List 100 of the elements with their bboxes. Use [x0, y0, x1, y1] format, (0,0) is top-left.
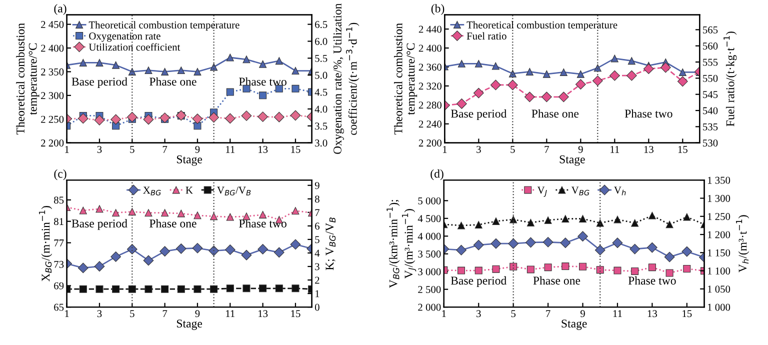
- x-tick-label: 5: [130, 310, 134, 318]
- y2-tick-label: 560: [703, 42, 718, 50]
- y2-axis-title: V$_{h}$/(m³·t$^{−1}$): [736, 215, 750, 272]
- legend-label: V$_{BG}$: [571, 186, 590, 196]
- annotation: Phase one: [150, 219, 196, 228]
- y2-tick-label: 535: [703, 123, 718, 130]
- x-axis-title: Stage: [176, 320, 202, 330]
- x-tick-label: 11: [613, 310, 622, 318]
- y2-tick-label: 1 350: [708, 176, 730, 184]
- annotation: Base period: [450, 109, 507, 120]
- y2-tick-label: 1 150: [708, 249, 730, 256]
- x-tick-label: 11: [610, 146, 620, 153]
- y-tick-label: 65: [54, 304, 64, 311]
- x-tick-label: 13: [258, 146, 268, 153]
- y2-tick-label: 1 100: [708, 267, 730, 274]
- y2-tick-label: 550: [703, 74, 718, 82]
- x-tick-label: 7: [544, 146, 549, 153]
- x-tick-label: 1: [442, 310, 446, 318]
- x-tick-label: 7: [162, 310, 168, 318]
- text: V$_{BG}$/(km³·min$^{−1}$); V$_{J}$/(m³·min$^{−1}$): [386, 200, 416, 288]
- y2-tick-label: 1 000: [708, 304, 730, 311]
- y-tick-label: 4 500: [418, 215, 441, 222]
- y-tick-label: 2 280: [418, 102, 442, 109]
- y-axis-title: X$_{BG}$/(m·min$^{−1}$): [39, 206, 52, 282]
- legend-label: X$_{BG}$: [143, 186, 161, 196]
- x-axis-title: Stage: [562, 320, 587, 330]
- annotation: Phase one: [533, 276, 580, 285]
- y-tick-label: 2 240: [418, 120, 442, 128]
- legend-label: K: [186, 186, 193, 194]
- y2-tick-label: 1 300: [708, 194, 730, 202]
- annotation: Base period: [72, 77, 128, 88]
- legend-label: Theoretical combustion temperature: [466, 21, 618, 31]
- y2-tick-label: 9: [314, 182, 320, 190]
- legend-label: Theoretical combustion temperature: [88, 21, 240, 31]
- y-tick-label: 2 350: [41, 68, 64, 76]
- x-tick-label: 9: [580, 310, 585, 318]
- y2-axis-title: K; V$_{BG}$/V$_{B}$: [326, 218, 336, 270]
- y-tick-label: 3 000: [418, 268, 441, 276]
- y2-tick-label: 1 250: [708, 213, 730, 220]
- legend-label: Oxygenation rate: [89, 32, 160, 42]
- y-tick-label: 2 360: [418, 64, 442, 71]
- y-tick-label: 2 400: [41, 44, 64, 52]
- x-tick-label: 1: [65, 310, 69, 318]
- y-tick-label: 2 320: [418, 82, 442, 90]
- y2-tick-label: 4.5: [314, 88, 328, 96]
- annotation: Phase two: [628, 276, 676, 285]
- y2-tick-label: 3.0: [315, 140, 328, 147]
- chart-title: (d): [430, 169, 444, 180]
- y-tick-label: 81: [54, 218, 64, 226]
- y2-tick-label: 540: [703, 107, 718, 114]
- x-tick-label: 7: [546, 310, 550, 318]
- legend-label: V$_{BG}$/V$_{B}$: [217, 186, 251, 196]
- y2-tick-label: 565: [703, 26, 718, 34]
- y-tick-label: 4 000: [418, 232, 441, 240]
- y-tick-label: 2 300: [41, 92, 64, 100]
- y2-tick-label: 5.5: [315, 54, 328, 62]
- x-tick-label: 3: [476, 146, 481, 153]
- annotation: Phase one: [150, 77, 196, 86]
- y2-tick-label: 0: [314, 304, 320, 311]
- y-tick-label: 2 250: [41, 116, 64, 123]
- y-tick-label: 2 000: [418, 304, 441, 311]
- y2-tick-label: 1 050: [708, 286, 730, 293]
- y2-tick-label: 555: [703, 58, 718, 66]
- y-tick-label: 3 500: [418, 250, 441, 258]
- y-tick-label: 2 200: [418, 140, 442, 147]
- y-tick-label: 2 400: [418, 44, 442, 52]
- y-tick-label: 5 000: [418, 197, 441, 204]
- y2-tick-label: 5: [315, 236, 320, 244]
- legend-label: V$_{h}$: [614, 186, 626, 196]
- x-tick-label: 3: [476, 310, 481, 318]
- y-tick-label: 73: [54, 260, 64, 268]
- x-tick-label: 9: [195, 310, 200, 318]
- x-tick-label: 3: [97, 146, 102, 153]
- x-tick-label: 5: [511, 310, 516, 318]
- y-tick-label: 2 200: [41, 140, 64, 147]
- x-tick-label: 1: [442, 146, 447, 153]
- x-tick-label: 13: [644, 146, 654, 153]
- x-tick-label: 5: [510, 146, 515, 153]
- x-tick-label: 3: [97, 310, 102, 318]
- legend-label: Utilization coefficient: [88, 43, 180, 51]
- y-axis-title: Theoretical combustion temperature/°C: [16, 23, 40, 135]
- y2-tick-label: 6: [315, 222, 320, 230]
- y2-tick-label: 530: [703, 140, 718, 147]
- x-tick-label: 1: [65, 146, 69, 153]
- x-tick-label: 13: [648, 310, 657, 318]
- y-tick-label: 69: [54, 282, 64, 290]
- y2-tick-label: 3.5: [315, 122, 328, 130]
- annotation: Phase two: [239, 77, 286, 86]
- y2-tick-label: 3: [315, 263, 320, 270]
- y2-tick-label: 545: [703, 91, 718, 98]
- y2-tick-label: 2: [315, 276, 320, 284]
- y-tick-label: 85: [54, 196, 64, 204]
- y2-tick-label: 1 200: [708, 231, 730, 238]
- annotation: Phase two: [624, 109, 672, 118]
- y-tick-label: 2 500: [418, 286, 441, 294]
- chart-title: (a): [54, 4, 66, 15]
- chart-title: (b): [431, 4, 444, 15]
- y2-tick-label: 4: [314, 250, 320, 257]
- x-tick-label: 9: [195, 146, 200, 153]
- x-tick-label: 15: [682, 310, 692, 318]
